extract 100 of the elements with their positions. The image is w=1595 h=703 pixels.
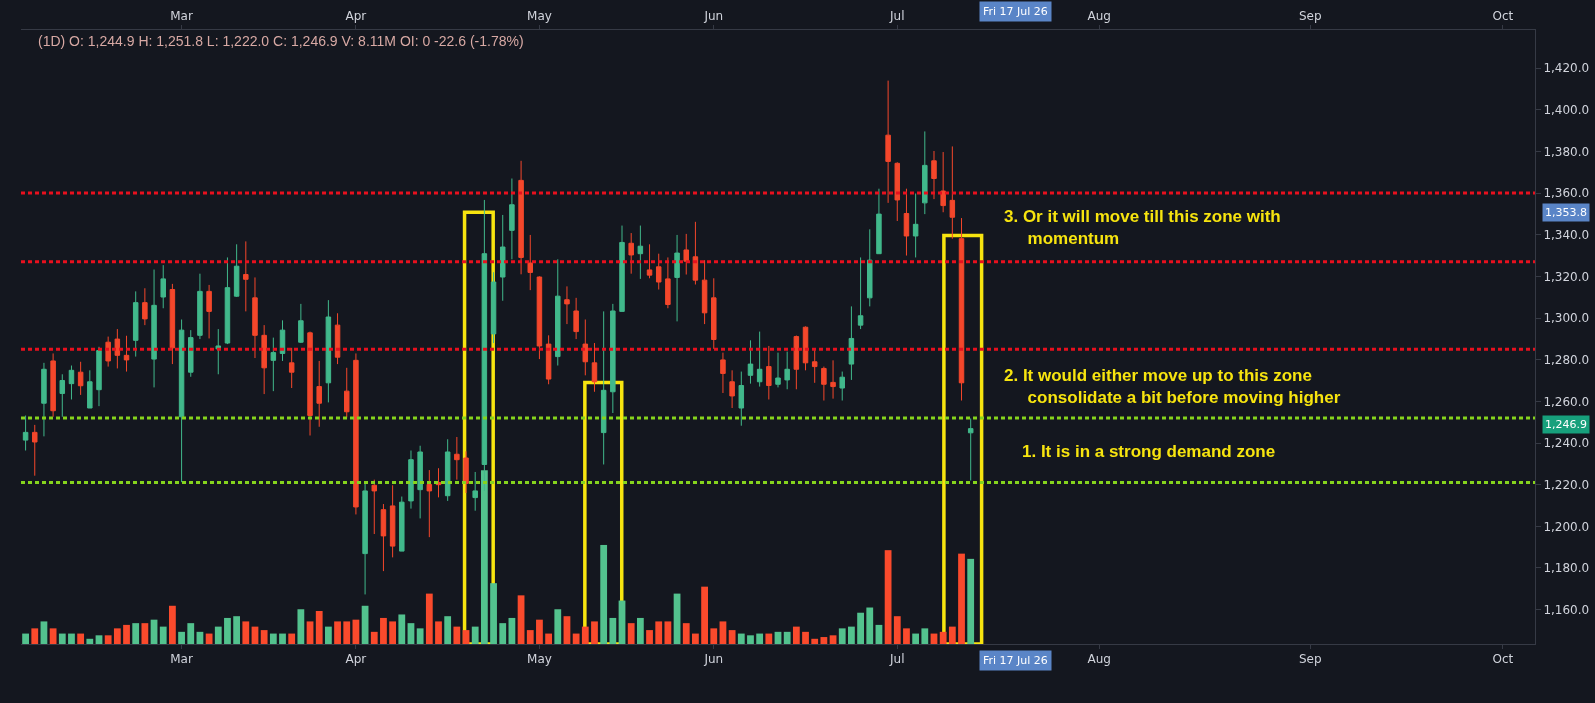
candlestick bbox=[463, 450, 469, 494]
candlestick bbox=[628, 232, 634, 275]
candlestick bbox=[518, 160, 524, 275]
bar bbox=[792, 626, 800, 644]
x-tick-label: Aug bbox=[1087, 652, 1111, 667]
candlestick bbox=[885, 80, 891, 204]
candlestick bbox=[555, 258, 561, 367]
candlestick bbox=[435, 467, 442, 498]
candlestick bbox=[610, 303, 616, 414]
candlestick bbox=[96, 346, 102, 407]
bar bbox=[297, 609, 305, 644]
candlestick bbox=[105, 336, 111, 368]
candlestick bbox=[931, 150, 937, 200]
bar bbox=[40, 621, 48, 644]
candlestick bbox=[692, 221, 699, 286]
y-tick-label: 1,360.0 bbox=[1543, 186, 1590, 201]
y-tick-label: 1,180.0 bbox=[1543, 561, 1590, 576]
bar bbox=[49, 628, 57, 644]
candlestick bbox=[499, 214, 506, 302]
candlestick bbox=[619, 225, 625, 312]
y-tick-label: 1,260.0 bbox=[1543, 394, 1590, 409]
bar bbox=[921, 628, 929, 644]
candlestick bbox=[68, 365, 75, 400]
candlestick bbox=[252, 276, 258, 359]
bar bbox=[948, 626, 956, 644]
candlestick bbox=[857, 256, 864, 330]
bar bbox=[113, 628, 121, 644]
bar bbox=[141, 623, 149, 644]
bar bbox=[288, 633, 296, 644]
y-tick-label: 1,340.0 bbox=[1543, 227, 1590, 242]
candlestick bbox=[77, 361, 84, 396]
bar bbox=[866, 607, 874, 644]
candlestick bbox=[784, 351, 790, 390]
bar bbox=[104, 635, 112, 644]
candlestick bbox=[215, 328, 222, 375]
bar bbox=[939, 631, 947, 644]
candlestick bbox=[87, 369, 93, 409]
candlestick bbox=[582, 319, 589, 376]
candlestick bbox=[766, 345, 772, 400]
x-tick-label: Jun bbox=[703, 652, 724, 667]
candlestick bbox=[830, 359, 836, 400]
bar bbox=[187, 623, 195, 644]
y-tick-label: 1,420.0 bbox=[1543, 61, 1590, 76]
bar bbox=[802, 631, 809, 644]
candlestick bbox=[426, 469, 433, 538]
bar bbox=[646, 630, 653, 644]
bar bbox=[692, 633, 699, 644]
y-tick-label: 1,220.0 bbox=[1543, 477, 1590, 492]
bar bbox=[425, 593, 433, 644]
bar bbox=[783, 631, 791, 644]
bar bbox=[710, 628, 718, 644]
bar bbox=[22, 633, 29, 644]
text: Fri 17 Jul 26 bbox=[983, 654, 1048, 667]
candlestick bbox=[756, 331, 763, 388]
candlestick bbox=[536, 275, 543, 360]
bar bbox=[471, 626, 479, 644]
bar bbox=[545, 633, 552, 644]
candlestick bbox=[903, 188, 910, 257]
text: 1,353.8 bbox=[1545, 206, 1587, 219]
bar bbox=[912, 633, 920, 644]
candlestick bbox=[307, 331, 313, 437]
candlestick bbox=[683, 233, 689, 276]
bar bbox=[480, 470, 488, 644]
candlestick bbox=[188, 329, 194, 378]
x-tick-label: Jul bbox=[889, 9, 905, 24]
candlestick bbox=[279, 319, 286, 362]
candlestick bbox=[454, 436, 460, 481]
bar bbox=[627, 623, 635, 644]
bar bbox=[848, 626, 855, 644]
bar bbox=[389, 621, 397, 644]
x-tick-label: Sep bbox=[1298, 9, 1322, 24]
y-tick-label: 1,400.0 bbox=[1543, 102, 1590, 117]
bar bbox=[444, 616, 452, 644]
bar bbox=[159, 626, 167, 644]
bar bbox=[453, 626, 461, 644]
x-tick-label: Oct bbox=[1492, 652, 1514, 667]
bar bbox=[490, 583, 497, 644]
bar bbox=[86, 638, 94, 644]
candlestick bbox=[490, 271, 497, 344]
candlestick bbox=[674, 234, 680, 322]
candlestick bbox=[811, 349, 818, 384]
x-tick-label: May bbox=[527, 9, 552, 24]
bar bbox=[95, 635, 103, 644]
candlestick bbox=[243, 240, 249, 312]
candlestick bbox=[637, 225, 644, 280]
bar bbox=[765, 633, 773, 644]
candlestick bbox=[197, 273, 203, 340]
candlestick bbox=[821, 366, 827, 402]
candlestick bbox=[876, 188, 882, 255]
bar bbox=[68, 633, 75, 644]
bar bbox=[838, 628, 846, 644]
text: 1,246.9 bbox=[1545, 418, 1587, 431]
candlestick bbox=[949, 145, 956, 240]
y-tick-label: 1,240.0 bbox=[1543, 436, 1590, 451]
candlestick bbox=[738, 371, 745, 427]
candlestick bbox=[233, 243, 240, 298]
x-tick-label: Oct bbox=[1492, 9, 1514, 24]
bar bbox=[554, 609, 562, 644]
candlestick bbox=[444, 438, 451, 502]
candlestick bbox=[362, 482, 368, 595]
